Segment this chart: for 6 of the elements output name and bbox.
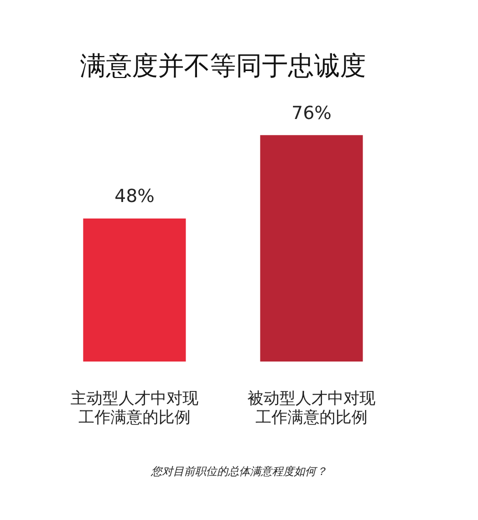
text: 您对目前职位的总体满意程度如何？ xyxy=(150,464,328,479)
x-tick-label: 被动型人才中对现工作满意的比例 xyxy=(248,388,376,427)
data-label: 48% xyxy=(114,186,155,208)
x-tick-label: 主动型人才中对现工作满意的比例 xyxy=(70,388,198,427)
data-label: 76% xyxy=(291,102,332,124)
chart-title: 满意度并不等同于忠诚度 xyxy=(80,51,366,82)
